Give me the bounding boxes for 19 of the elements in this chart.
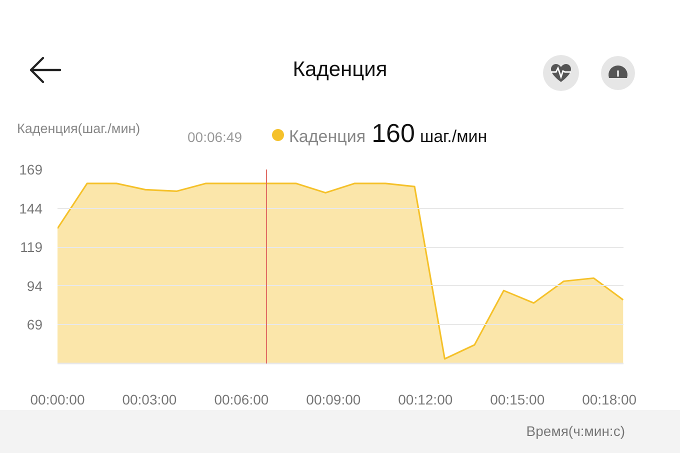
text: 160 [372,118,415,148]
x-tick-label: 00:18:00 [582,392,637,408]
y-tick-label: 169 [19,162,43,178]
x-axis-title: Время(ч:мин:с) [526,423,625,440]
y-tick-label: 69 [26,316,43,333]
x-tick-label: 00:06:00 [214,392,269,408]
y-tick-label: 144 [19,200,43,216]
x-tick-label: 00:09:00 [306,392,361,408]
text: шаг./мин [420,126,488,146]
x-tick-label: 00:00:00 [30,392,85,408]
x-tick-label: 00:03:00 [122,392,177,408]
x-tick-label: 00:15:00 [490,392,545,408]
chart-title: Каденция [292,57,388,83]
y-axis-title: Каденция(шаг./мин) [17,120,140,136]
ref-line-label: 00:06:49 [188,128,242,145]
y-tick-label: 94 [26,278,43,294]
y-tick-label: 119 [20,239,43,256]
x-tick-label: 00:12:00 [398,392,453,408]
legend-label: Каденция [289,126,366,146]
